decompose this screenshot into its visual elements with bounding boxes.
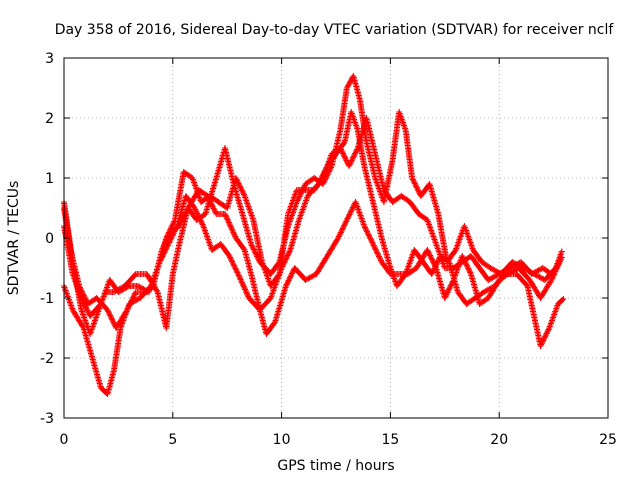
y-tick-label: -1 <box>40 291 54 307</box>
data-points <box>61 73 567 397</box>
series-trace-2 <box>61 109 567 397</box>
y-tick-label: 3 <box>45 51 54 67</box>
x-tick-label: 10 <box>273 432 291 448</box>
series-markers <box>61 73 565 331</box>
y-axis-label: SDTVAR / TECUs <box>6 181 22 296</box>
y-tick-labels: -3 -2 -1 0 1 2 3 <box>40 51 54 427</box>
x-tick-label: 15 <box>381 432 399 448</box>
x-axis-label: GPS time / hours <box>277 458 394 474</box>
x-tick-label: 20 <box>490 432 508 448</box>
y-tick-label: 2 <box>45 111 54 127</box>
x-tick-label: 5 <box>168 432 177 448</box>
x-tick-label: 25 <box>599 432 617 448</box>
x-tick-labels: 0 5 10 15 20 25 <box>60 432 617 448</box>
plot-frame <box>63 57 609 419</box>
y-tick-label: 0 <box>45 231 54 247</box>
series-markers <box>61 109 567 397</box>
y-tick-label: 1 <box>45 171 54 187</box>
chart-title: Day 358 of 2016, Sidereal Day-to-day VTE… <box>55 22 615 38</box>
y-tick-label: -3 <box>40 411 54 427</box>
y-tick-label: -2 <box>40 351 54 367</box>
series-markers <box>61 187 565 337</box>
axis-ticks <box>63 57 609 419</box>
series-trace-3 <box>61 73 565 331</box>
series-trace-1 <box>61 187 565 337</box>
x-tick-label: 0 <box>60 432 69 448</box>
